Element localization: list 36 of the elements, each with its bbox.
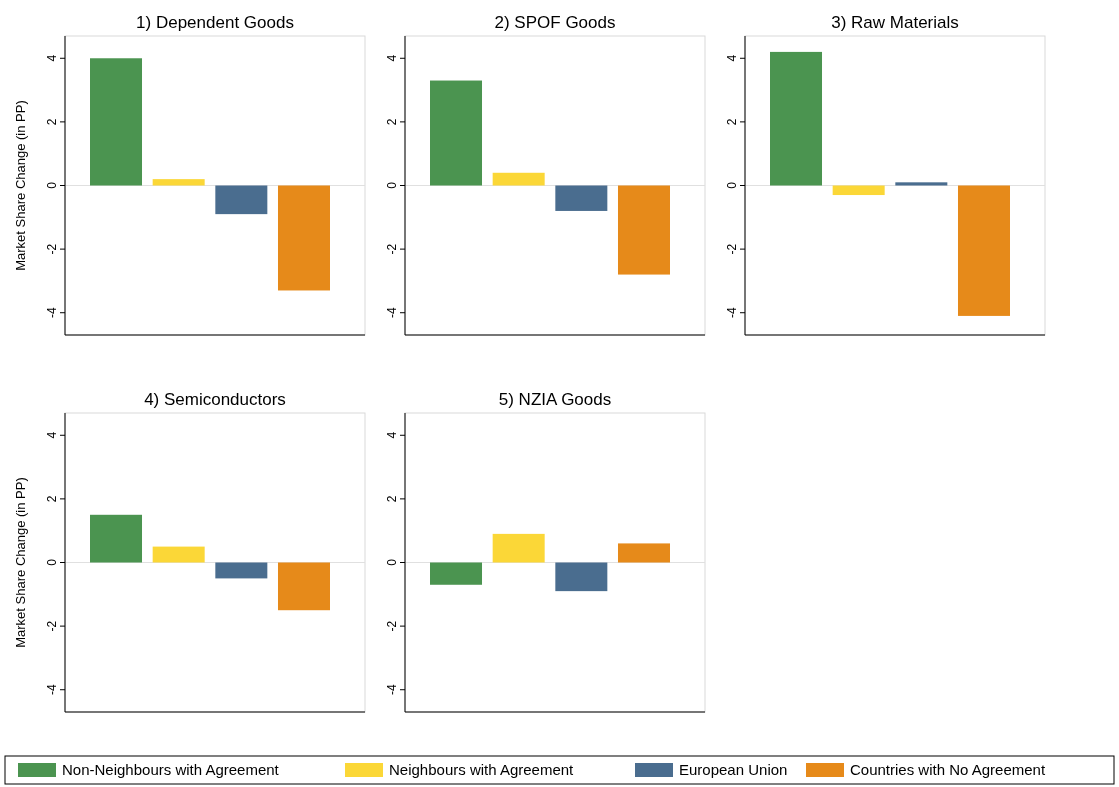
legend-label: Countries with No Agreement [850, 761, 1046, 778]
y-tick-label: -4 [385, 307, 399, 319]
y-tick-label: -2 [45, 243, 59, 255]
legend-label: European Union [679, 761, 788, 778]
chart-title: 3) Raw Materials [831, 13, 959, 32]
y-tick-label: 4 [385, 54, 399, 62]
legend-label: Non-Neighbours with Agreement [62, 761, 280, 778]
y-tick-label: 4 [385, 431, 399, 439]
y-axis-title: Market Share Change (in PP) [13, 100, 28, 271]
y-tick-label: 2 [385, 495, 399, 503]
y-tick-label: 2 [725, 118, 739, 126]
y-tick-label: -2 [385, 243, 399, 255]
legend-label: Neighbours with Agreement [389, 761, 575, 778]
y-tick-label: 2 [385, 118, 399, 126]
chart-title: 1) Dependent Goods [136, 13, 294, 32]
y-tick-label: 0 [385, 558, 399, 566]
chart-title: 5) NZIA Goods [498, 390, 612, 409]
y-tick-label: 0 [45, 181, 59, 189]
y-tick-label: -2 [385, 620, 399, 632]
chart-title: 2) SPOF Goods [494, 13, 616, 32]
y-tick-label: -4 [385, 684, 399, 696]
y-tick-label: -4 [45, 684, 59, 696]
y-tick-label: 4 [45, 431, 59, 439]
y-tick-label: 2 [45, 495, 59, 503]
y-tick-label: -2 [725, 243, 739, 255]
y-tick-label: -2 [45, 620, 59, 632]
y-tick-label: -4 [45, 307, 59, 319]
y-tick-label: -4 [725, 307, 739, 319]
y-axis-title: Market Share Change (in PP) [13, 477, 28, 648]
y-tick-label: 4 [725, 54, 739, 62]
y-tick-label: 0 [45, 558, 59, 566]
y-tick-label: 0 [725, 181, 739, 189]
y-tick-label: 0 [385, 181, 399, 189]
y-tick-label: 2 [45, 118, 59, 126]
chart-title: 4) Semiconductors [144, 390, 286, 409]
y-tick-label: 4 [45, 54, 59, 62]
